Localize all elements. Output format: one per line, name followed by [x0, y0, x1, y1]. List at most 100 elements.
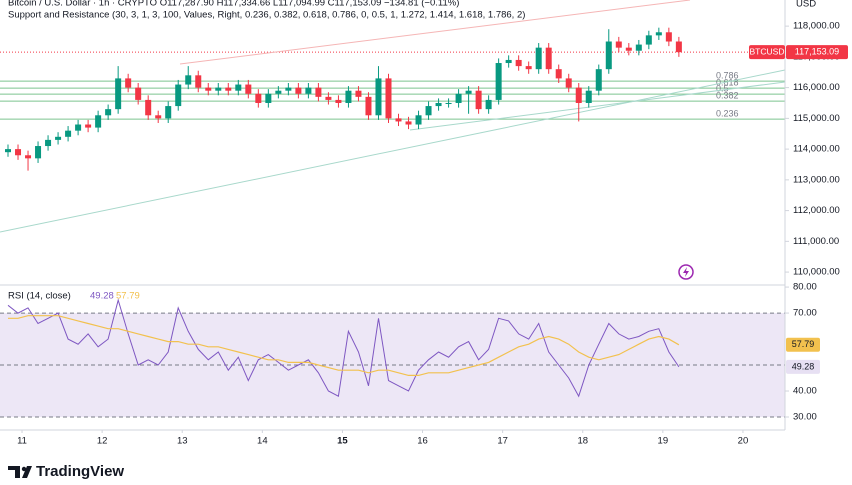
x-tick-label: 19 — [658, 436, 669, 447]
candle-body — [115, 78, 122, 110]
symbol-tag — [749, 45, 785, 60]
candle-body — [415, 115, 422, 125]
y-tick-label: 70.00 — [793, 308, 817, 319]
candle-body — [255, 93, 262, 103]
candle-body — [155, 115, 162, 119]
candle-body — [605, 41, 612, 70]
candle-body — [595, 69, 602, 91]
candle-body — [385, 78, 392, 119]
candle-body — [35, 146, 42, 159]
candle-body — [265, 93, 272, 103]
y-tick-label: 115,000.00 — [793, 113, 840, 124]
candle-body — [645, 35, 652, 45]
price-tag — [786, 45, 848, 60]
candle-body — [145, 99, 152, 116]
plot-layer — [5, 27, 682, 398]
candle-body — [325, 96, 332, 100]
candle-body — [355, 90, 362, 97]
candle-body — [335, 99, 342, 103]
candle-body — [525, 66, 532, 70]
candle-body — [135, 87, 142, 100]
y-tick-label: 112,000.00 — [793, 205, 840, 216]
candle-body — [615, 41, 622, 48]
candle-body — [15, 149, 22, 156]
y-tick-label: 113,000.00 — [793, 174, 840, 185]
value-tag-label: 57.79 — [792, 339, 815, 349]
level-label: 0.5 — [716, 83, 729, 93]
candle-body — [45, 139, 52, 147]
candle-body — [535, 47, 542, 70]
x-tick-label: 18 — [577, 436, 588, 447]
level-label: 0.786 — [716, 71, 739, 81]
indicator-title: RSI (14, close) — [8, 291, 71, 302]
currency-label: USD — [796, 0, 816, 10]
candle-body — [235, 84, 242, 91]
candle-body — [425, 106, 432, 116]
price-tag-label: 117,153.09 — [795, 47, 839, 57]
candle-body — [245, 84, 252, 94]
alert-icon[interactable] — [678, 264, 694, 280]
candle-body — [495, 63, 502, 100]
candle-body — [555, 69, 562, 79]
candle-body — [55, 136, 62, 140]
candle-body — [285, 87, 292, 91]
y-tick-label: 111,000.00 — [793, 236, 839, 247]
rsi-line — [8, 315, 680, 376]
candle-body — [395, 118, 402, 122]
x-tick-label: 12 — [97, 436, 108, 447]
y-tick-label: 114,000.00 — [793, 144, 840, 155]
candle-body — [225, 87, 232, 91]
x-tick-label: 15 — [337, 436, 348, 447]
candle-body — [175, 84, 182, 107]
candle-body — [505, 59, 512, 64]
candle-body — [305, 87, 312, 94]
candle-body — [455, 93, 462, 103]
symbol-header: Bitcoin / U.S. Dollar · 1h · CRYPTO O117… — [8, 0, 459, 9]
legend-value: 57.79 — [116, 291, 140, 302]
candle-body — [105, 109, 112, 116]
symbol-tag-label: BTCUSD — [750, 46, 785, 56]
candle-body — [655, 32, 662, 36]
x-tick-label: 11 — [17, 436, 27, 447]
candle-body — [125, 78, 132, 88]
trend-line — [0, 69, 786, 233]
candle-body — [545, 47, 552, 70]
value-tag — [786, 359, 820, 374]
candle-body — [625, 47, 632, 51]
candle-body — [375, 78, 382, 116]
candle-body — [95, 115, 102, 128]
trend-line — [179, 0, 691, 65]
candle-body — [195, 75, 202, 88]
x-tick-label: 17 — [497, 436, 508, 447]
candle-body — [575, 87, 582, 103]
level-label: 0.618 — [716, 77, 739, 87]
value-tag — [786, 337, 820, 352]
candle-body — [585, 90, 592, 103]
candle-body — [675, 41, 682, 53]
rsi-line — [7, 298, 680, 398]
x-tick-label: 16 — [417, 436, 428, 447]
candle-body — [405, 121, 412, 125]
candle-body — [165, 106, 172, 119]
y-tick-label: 40.00 — [793, 386, 817, 397]
y-tick-label: 118,000.00 — [793, 21, 840, 32]
y-tick-label: 116,000.00 — [793, 82, 840, 93]
candle-body — [205, 87, 212, 91]
candle-body — [635, 44, 642, 51]
candle-body — [445, 102, 452, 104]
legend-value: 49.28 — [90, 291, 114, 302]
x-tick-label: 13 — [177, 436, 188, 447]
candle-body — [65, 130, 72, 137]
value-tag-label: 49.28 — [792, 361, 815, 371]
trend-line — [409, 81, 786, 131]
candle-body — [665, 32, 672, 42]
y-tick-label: 30.00 — [793, 412, 817, 423]
candle-body — [315, 87, 322, 97]
y-tick-label: 110,000.00 — [793, 267, 840, 278]
candle-body — [565, 78, 572, 88]
candle-body — [435, 102, 442, 107]
candle-body — [485, 99, 492, 110]
indicator-header: Support and Resistance (30, 3, 1, 3, 100… — [8, 10, 525, 21]
level-label: 0.382 — [716, 91, 739, 101]
